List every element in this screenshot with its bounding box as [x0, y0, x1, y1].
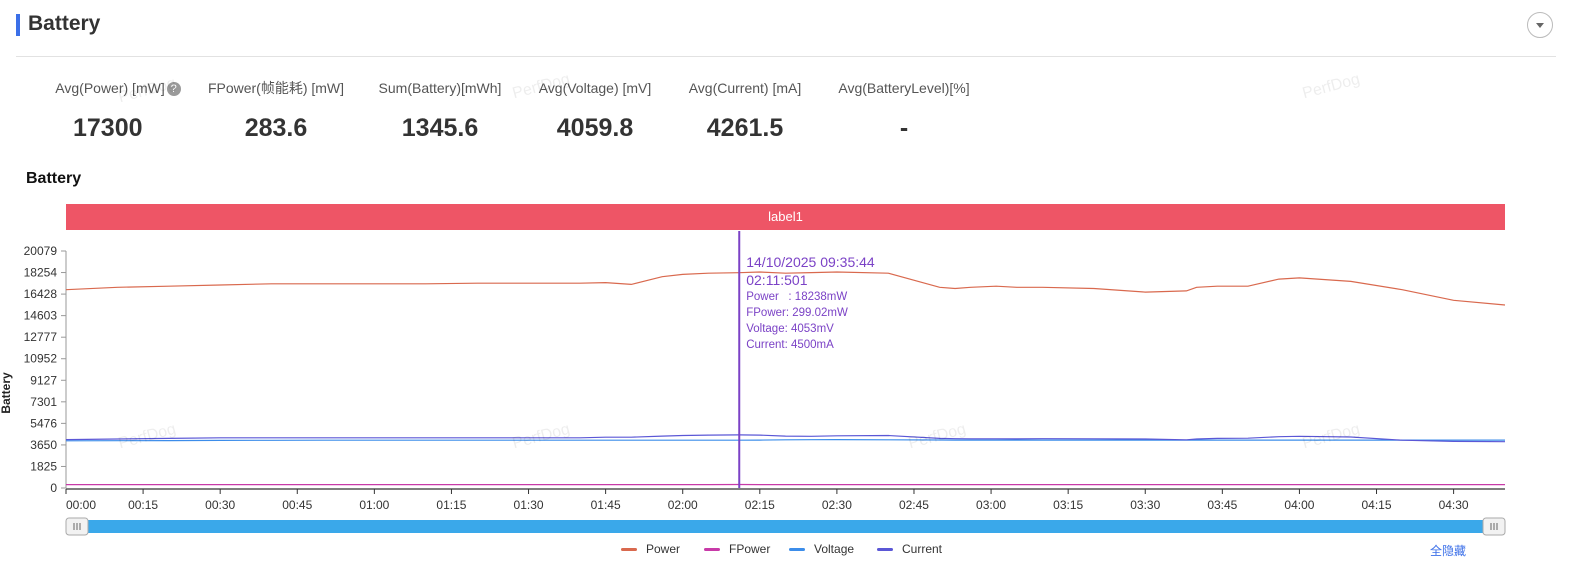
legend-item-fpower[interactable]: FPower: [704, 542, 770, 556]
chart-title: Battery: [26, 170, 82, 187]
legend-label: Power: [646, 542, 681, 556]
y-tick-label: 20079: [24, 244, 58, 258]
x-tick-label: 02:45: [899, 498, 929, 512]
series-lines: [65, 271, 1506, 486]
x-tick-label: 01:00: [359, 498, 389, 512]
legend-swatch: [621, 547, 637, 551]
y-tick-label: 16428: [24, 287, 58, 301]
help-icon[interactable]: ?: [166, 82, 181, 96]
legend-swatch: [877, 547, 893, 551]
x-tick-label: 01:30: [514, 498, 544, 512]
metric-value: -: [899, 114, 909, 142]
legend-label: Voltage: [814, 542, 855, 556]
metric-fpower: FPower(帧能耗) [mW] 283.6: [205, 78, 347, 143]
data-tooltip: 14/10/2025 09:35:44 02:11:501 Power : 18…: [746, 254, 875, 351]
y-tick-label: 18254: [24, 266, 58, 280]
legend-swatch: [704, 547, 720, 551]
metric-label: Avg(Voltage) [mV]: [538, 80, 652, 96]
x-tick-label: 00:30: [205, 498, 235, 512]
y-tick-label: 3650: [30, 438, 57, 452]
chart-legend: Power FPower Voltage Current: [0, 542, 1589, 560]
x-tick-label: 00:45: [282, 498, 312, 512]
metric-avg-power: Avg(Power) [mW]? 17300: [43, 78, 193, 143]
section-header: Battery: [0, 0, 1589, 57]
x-tick-label: 04:15: [1362, 498, 1392, 512]
legend-label: Current: [902, 542, 943, 556]
tooltip-datetime: 14/10/2025 09:35:44: [746, 254, 875, 270]
metric-sum-battery: Sum(Battery)[mWh] 1345.6: [372, 78, 508, 143]
series-line-power[interactable]: [65, 271, 1506, 306]
metric-value: 17300: [73, 114, 143, 142]
metric-value: 4261.5: [706, 114, 784, 142]
y-tick-label: 9127: [30, 373, 57, 387]
x-tick-label: 01:15: [436, 498, 466, 512]
collapse-toggle-button[interactable]: [1527, 12, 1553, 38]
series-line-current[interactable]: [65, 434, 1506, 443]
tooltip-line: Voltage: 4053mV: [746, 323, 834, 335]
tooltip-time: 02:11:501: [746, 272, 807, 288]
legend-item-voltage[interactable]: Voltage: [789, 542, 854, 556]
y-tick-label: 5476: [30, 416, 57, 430]
x-axis: 00:00 00:15 00:30 00:45 01:00 01:15 01:30 01:45…: [65, 488, 1505, 512]
y-tick-label: 7301: [30, 395, 57, 409]
x-tick-label: 03:45: [1207, 498, 1237, 512]
metric-label: FPower(帧能耗) [mW]: [207, 80, 345, 96]
metric-value: 1345.6: [401, 114, 479, 142]
label-band-text: label1: [768, 209, 803, 224]
metric-value: 283.6: [244, 114, 308, 142]
x-tick-label: 02:15: [745, 498, 775, 512]
legend-item-current[interactable]: Current: [877, 542, 942, 556]
x-tick-label: 02:00: [668, 498, 698, 512]
series-line-voltage[interactable]: [65, 439, 1505, 442]
y-tick-label: 1825: [30, 459, 57, 473]
y-tick-label: 14603: [24, 309, 58, 323]
tooltip-line: Power : 18238mW: [746, 291, 847, 303]
metric-label: Sum(Battery)[mWh]: [378, 80, 502, 96]
tooltip-line: FPower: 299.02mW: [746, 307, 848, 319]
label-band[interactable]: [66, 204, 1505, 230]
metric-label: Avg(Power) [mW]: [55, 80, 165, 96]
x-tick-label: 04:30: [1439, 498, 1469, 512]
metric-value: 4059.8: [556, 114, 634, 142]
metric-label: Avg(BatteryLevel)[%]: [838, 80, 970, 96]
header-divider: [16, 56, 1556, 57]
legend-item-power[interactable]: Power: [621, 542, 680, 556]
y-axis-label: Battery: [0, 372, 13, 414]
y-axis: 0 1825 3650 5476 7301 9127 10952 12777 14603 1642…: [24, 244, 67, 495]
y-tick-label: 12777: [24, 330, 58, 344]
slider-track[interactable]: [78, 520, 1493, 533]
tooltip-line: Current: 4500mA: [746, 339, 834, 351]
x-tick-label: 03:00: [976, 498, 1006, 512]
y-tick-label: 10952: [24, 352, 58, 366]
x-tick-label: 01:45: [591, 498, 621, 512]
x-tick-label: 03:15: [1053, 498, 1083, 512]
x-tick-label: 00:00: [66, 498, 96, 512]
hide-all-button[interactable]: 全隐藏: [1430, 544, 1467, 558]
legend-swatch: [789, 547, 805, 551]
x-tick-label: 03:30: [1130, 498, 1160, 512]
metric-avg-current: Avg(Current) [mA] 4261.5: [683, 78, 807, 143]
x-tick-label: 04:00: [1284, 498, 1314, 512]
metric-avg-battery-level: Avg(BatteryLevel)[%] -: [833, 78, 975, 143]
metric-avg-voltage: Avg(Voltage) [mV] 4059.8: [532, 78, 658, 143]
metric-label: Avg(Current) [mA]: [688, 80, 802, 96]
section-accent-bar: [16, 14, 20, 36]
x-tick-label: 00:15: [128, 498, 158, 512]
chevron-down-icon: [1536, 23, 1544, 28]
legend-label: FPower: [729, 542, 771, 556]
section-title: Battery: [28, 12, 101, 35]
zoom-slider[interactable]: [65, 517, 1506, 536]
x-tick-label: 02:30: [822, 498, 852, 512]
y-tick-label: 0: [50, 481, 57, 495]
